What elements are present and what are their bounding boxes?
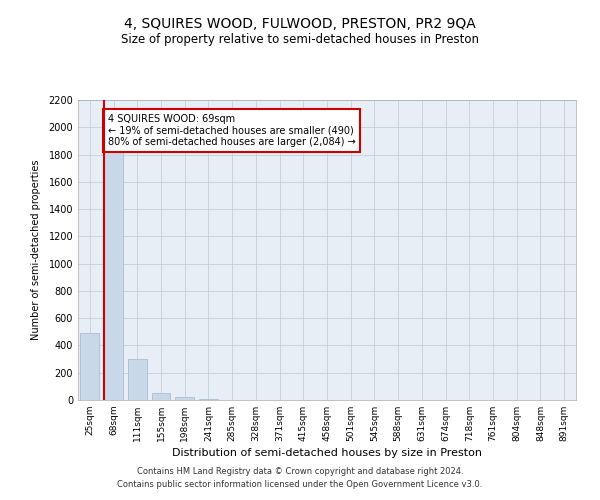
Bar (152, 393, 170, 400)
Text: Contains public sector information licensed under the Open Government Licence v3: Contains public sector information licen… (118, 480, 482, 489)
Bar (128, 359, 147, 400)
Bar (175, 396, 194, 400)
Text: 4, SQUIRES WOOD, FULWOOD, PRESTON, PR2 9QA: 4, SQUIRES WOOD, FULWOOD, PRESTON, PR2 9… (124, 18, 476, 32)
Bar (104, 149, 123, 400)
Text: Contains HM Land Registry data © Crown copyright and database right 2024.: Contains HM Land Registry data © Crown c… (137, 467, 463, 476)
Text: 4 SQUIRES WOOD: 69sqm
← 19% of semi-detached houses are smaller (490)
80% of sem: 4 SQUIRES WOOD: 69sqm ← 19% of semi-deta… (107, 114, 355, 147)
Y-axis label: Number of semi-detached properties: Number of semi-detached properties (31, 160, 41, 340)
Text: Size of property relative to semi-detached houses in Preston: Size of property relative to semi-detach… (121, 32, 479, 46)
Bar (199, 398, 218, 400)
X-axis label: Distribution of semi-detached houses by size in Preston: Distribution of semi-detached houses by … (172, 448, 482, 458)
Bar (80, 333, 100, 400)
